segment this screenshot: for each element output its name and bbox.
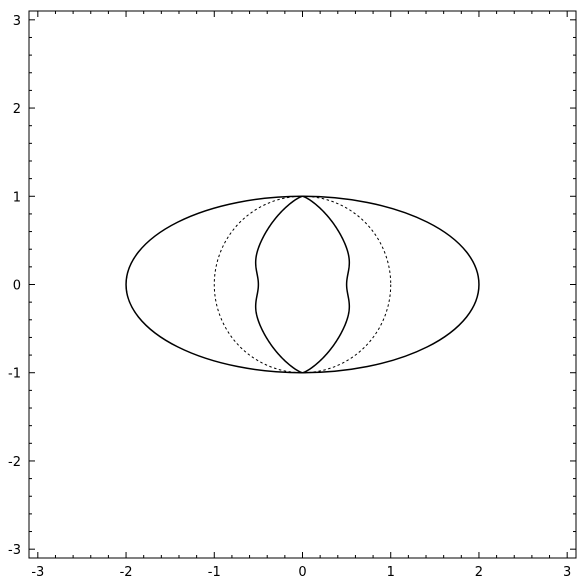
x-tick-label: 3 <box>563 565 571 580</box>
x-tick-label: -3 <box>31 565 44 580</box>
y-tick-label: -2 <box>8 455 21 470</box>
y-tick-label: 0 <box>13 279 21 294</box>
x-tick-label: 0 <box>298 565 306 580</box>
y-tick-label: -3 <box>8 543 21 558</box>
x-tick-label: 2 <box>475 565 483 580</box>
curves <box>125 195 480 374</box>
x-tick-label: -1 <box>208 565 221 580</box>
y-tick-label: 3 <box>13 14 21 29</box>
peanut-curve <box>254 195 351 374</box>
dotted-circle-curve <box>213 195 392 374</box>
y-tick-label: -1 <box>8 367 21 382</box>
x-tick-label: 1 <box>387 565 395 580</box>
plot-frame <box>28 10 577 559</box>
ticks <box>29 11 576 558</box>
x-tick-label: -2 <box>120 565 133 580</box>
ellipse-curve <box>125 195 480 374</box>
y-tick-label: 2 <box>13 102 21 117</box>
tick-labels: -3 -2 -1 0 1 2 3 -3 -2 -1 0 1 2 3 <box>8 14 571 580</box>
y-tick-label: 1 <box>13 190 21 205</box>
